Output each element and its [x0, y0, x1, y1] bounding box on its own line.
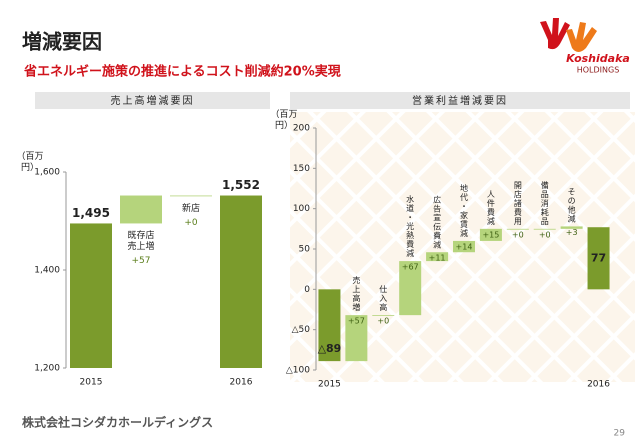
- chart-title: 営業利益増減要因: [412, 94, 508, 107]
- value-label: +0: [539, 230, 551, 239]
- x-tick-label: 2015: [318, 380, 341, 390]
- value-label: △89: [318, 342, 342, 355]
- slide-title: 増減要因: [22, 30, 102, 54]
- bar-annotation: 既存店売上増 +57: [127, 231, 155, 266]
- y-tick-label: 200: [293, 124, 310, 134]
- value-label: +15: [482, 230, 499, 239]
- logo-subtext: HOLDINGS: [577, 66, 620, 75]
- bar: [587, 227, 610, 290]
- value-label: +0: [377, 317, 389, 326]
- bar: [70, 223, 112, 368]
- category-label: 人件費減: [486, 190, 495, 226]
- bar-annotation: 新店 +0: [177, 204, 205, 228]
- category-label: 開店諸費用: [513, 181, 522, 226]
- value-label: +14: [456, 242, 473, 251]
- value-label: +0: [512, 230, 524, 239]
- chart-header-bar: [35, 92, 270, 109]
- y-tick-label: 0: [304, 285, 310, 295]
- y-tick-label: 1,400: [34, 266, 60, 276]
- category-label: 仕入高: [379, 284, 388, 312]
- value-label: 1,495: [72, 206, 110, 220]
- x-tick-label: 2015: [80, 378, 103, 388]
- bar: [120, 195, 162, 224]
- category-label: 既存店売上増: [127, 231, 155, 253]
- bar: [560, 226, 583, 229]
- y-axis-label: （百万円）: [16, 152, 44, 173]
- bar: [345, 315, 368, 362]
- bar: [372, 315, 395, 316]
- category-label: 備品消耗品: [540, 180, 549, 226]
- bar: [506, 228, 529, 230]
- value-label: +11: [429, 254, 446, 263]
- value-label: +0: [184, 217, 198, 228]
- bar: [399, 261, 422, 316]
- x-tick-label: 2016: [587, 380, 610, 390]
- y-tick-label: 1,200: [34, 364, 60, 374]
- bar: [426, 252, 449, 262]
- y-axis-label: （百万円）: [270, 110, 298, 131]
- y-tick-label: △100: [286, 366, 310, 376]
- value-label: 77: [591, 251, 606, 264]
- y-tick-label: 100: [293, 204, 310, 214]
- value-label: +57: [131, 256, 151, 267]
- logo: Koshidaka HOLDINGS: [540, 18, 630, 75]
- y-tick-label: 50: [299, 245, 311, 255]
- value-label: 1,552: [222, 178, 260, 192]
- bar: [453, 240, 475, 253]
- category-label: 地代・家賃減: [460, 183, 469, 238]
- bar: [220, 195, 262, 368]
- footer-company: 株式会社コシダカホールディングス: [22, 415, 213, 430]
- category-label: 新店: [181, 203, 201, 214]
- category-label: その他減: [567, 187, 576, 223]
- chart-title: 売上高増減要因: [111, 94, 195, 107]
- bar: [533, 228, 556, 230]
- category-label: 広告宣伝費減: [433, 194, 442, 249]
- bar: [170, 195, 212, 197]
- category-label: 水道・光熱費減: [406, 194, 415, 258]
- value-label: +67: [402, 263, 419, 272]
- y-tick-label: △50: [292, 325, 311, 335]
- bar: [479, 228, 502, 241]
- value-label: +57: [348, 317, 365, 326]
- category-label: 売上高増: [352, 275, 361, 312]
- x-tick-label: 2016: [230, 378, 253, 388]
- page-number: 29: [614, 429, 626, 439]
- y-tick-label: 1,600: [34, 168, 60, 178]
- chart-header-bar: [290, 92, 630, 109]
- value-label: +3: [566, 228, 578, 237]
- bar: [318, 289, 341, 362]
- y-tick-label: 150: [293, 164, 310, 174]
- logo-text: Koshidaka: [566, 52, 630, 65]
- slide-subtitle: 省エネルギー施策の推進によるコスト削減約20%実現: [23, 64, 341, 80]
